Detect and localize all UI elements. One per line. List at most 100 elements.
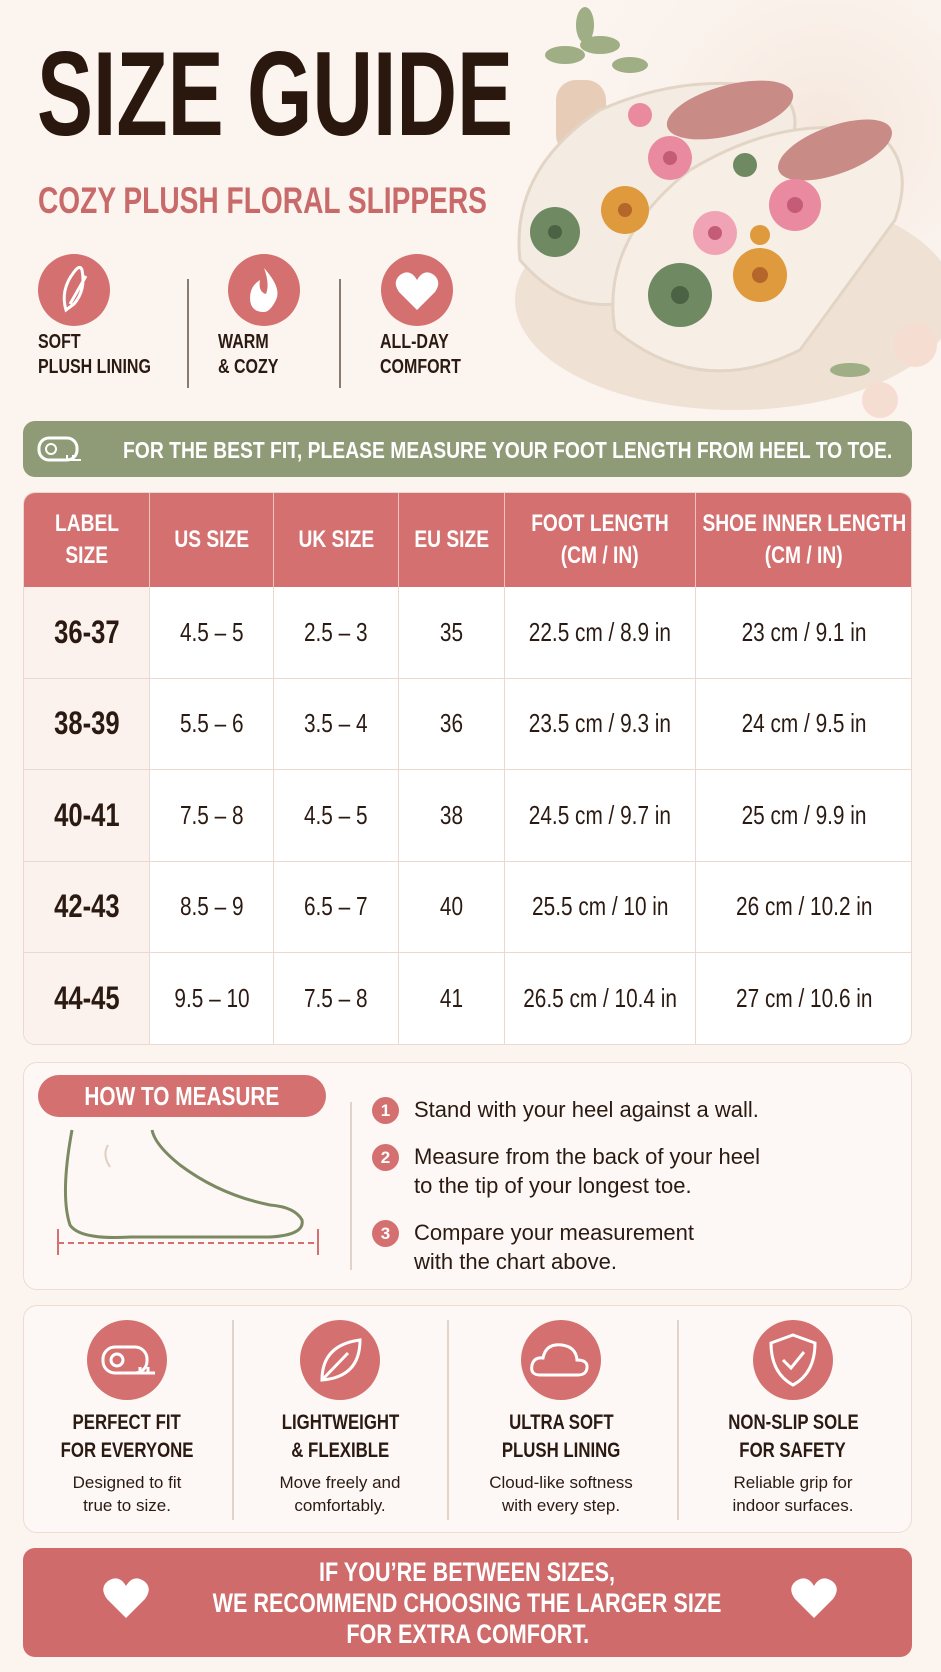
feature-title-line: ULTRA SOFT bbox=[451, 1409, 671, 1437]
highlight-text: COMFORT bbox=[380, 356, 461, 378]
feature-title: PERFECT FIT FOR EVERYONE bbox=[17, 1409, 237, 1465]
feature-text-line: Reliable grip for bbox=[733, 1473, 853, 1492]
table-cell: 7.5 – 8 bbox=[274, 953, 399, 1044]
roses bbox=[830, 323, 937, 418]
table-cell: 8.5 – 9 bbox=[150, 861, 274, 953]
feature-title-line: & FLEXIBLE bbox=[230, 1437, 450, 1465]
feature-title-line: PLUSH LINING bbox=[451, 1437, 671, 1465]
header-cell: UK SIZE bbox=[274, 493, 399, 587]
header-text: EU SIZE bbox=[414, 526, 489, 553]
cell-text: 25 cm / 9.9 in bbox=[741, 799, 867, 830]
feature-text: Move freely and comfortably. bbox=[230, 1471, 450, 1517]
header-cell: SHOE INNER LENGTH (CM / IN) bbox=[696, 493, 911, 587]
highlight-line: & COZY bbox=[218, 355, 294, 380]
highlight-line: ALL-DAY bbox=[380, 330, 481, 355]
table-cell: 41 bbox=[399, 953, 505, 1044]
banner-text: WE RECOMMEND CHOOSING THE LARGER SIZE bbox=[213, 1588, 722, 1618]
table-cell: 27 cm / 10.6 in bbox=[696, 953, 911, 1044]
feature-text-line: comfortably. bbox=[294, 1496, 386, 1515]
feature-text-line: true to size. bbox=[83, 1496, 171, 1515]
feature-title-line: PERFECT FIT bbox=[17, 1409, 237, 1437]
header-text: US SIZE bbox=[174, 526, 249, 553]
cell-text: 44-45 bbox=[53, 979, 120, 1016]
cell-text: 40 bbox=[439, 891, 464, 922]
feature-title-line: FOR SAFETY bbox=[683, 1437, 903, 1465]
cell-text: 26.5 cm / 10.4 in bbox=[523, 982, 677, 1013]
feature-title: ULTRA SOFT PLUSH LINING bbox=[451, 1409, 671, 1465]
table-cell: 4.5 – 5 bbox=[150, 587, 274, 679]
feature-title-text: PLUSH LINING bbox=[501, 1439, 621, 1462]
step-line: Measure from the back of your heel bbox=[414, 1144, 761, 1169]
step-line: with the chart above. bbox=[414, 1249, 618, 1274]
banner-line: FOR EXTRA COMFORT. bbox=[23, 1619, 912, 1650]
cell-text: 4.5 – 5 bbox=[304, 799, 368, 830]
feature-icons bbox=[87, 1320, 833, 1520]
size-label-cell: 42-43 bbox=[24, 861, 150, 953]
cell-text: 26 cm / 10.2 in bbox=[735, 891, 873, 922]
feature-title-line: NON-SLIP SOLE bbox=[683, 1409, 903, 1437]
step-line: Stand with your heel against a wall. bbox=[414, 1097, 759, 1122]
cell-text: 35 bbox=[439, 616, 464, 647]
cell-text: 38 bbox=[439, 799, 464, 830]
header-cell: FOOT LENGTH (CM / IN) bbox=[505, 493, 696, 587]
slipper-back bbox=[517, 80, 797, 306]
table-cell: 36 bbox=[399, 678, 505, 770]
table-cell: 9.5 – 10 bbox=[150, 953, 274, 1044]
size-label-cell: 40-41 bbox=[24, 770, 150, 862]
title: SIZE GUIDE bbox=[37, 27, 514, 161]
how-to-measure-title: HOW TO MEASURE bbox=[38, 1075, 326, 1117]
highlight-line: SOFT bbox=[38, 330, 179, 355]
step-text: Compare your measurement with the chart a… bbox=[414, 1218, 694, 1276]
table-cell: 7.5 – 8 bbox=[150, 770, 274, 862]
cell-text: 24 cm / 9.5 in bbox=[741, 708, 867, 739]
size-label-cell: 44-45 bbox=[24, 953, 150, 1044]
table-cell: 23 cm / 9.1 in bbox=[696, 587, 911, 679]
feature-title-text: PERFECT FIT bbox=[72, 1411, 182, 1434]
feature-text: Designed to fit true to size. bbox=[17, 1471, 237, 1517]
table-cell: 40 bbox=[399, 861, 505, 953]
cell-text: 9.5 – 10 bbox=[173, 982, 250, 1013]
highlight-text: SOFT bbox=[38, 331, 81, 353]
feature-title-text: FOR EVERYONE bbox=[60, 1439, 194, 1462]
header-text: (CM / IN) bbox=[561, 542, 639, 569]
cell-text: 7.5 – 8 bbox=[179, 799, 244, 830]
highlight: ALL-DAY COMFORT bbox=[380, 330, 481, 380]
feature-text-line: with every step. bbox=[501, 1496, 621, 1515]
table-cell: 26.5 cm / 10.4 in bbox=[505, 953, 696, 1044]
cell-text: 7.5 – 8 bbox=[304, 982, 368, 1013]
cell-text: 3.5 – 4 bbox=[304, 708, 368, 739]
table-cell: 6.5 – 7 bbox=[274, 861, 399, 953]
highlight-line: COMFORT bbox=[380, 355, 481, 380]
step-number: 3 bbox=[372, 1220, 399, 1247]
cell-text: 27 cm / 10.6 in bbox=[735, 982, 873, 1013]
cell-text: 25.5 cm / 10 in bbox=[531, 891, 669, 922]
step-text: Measure from the back of your heel to the… bbox=[414, 1142, 760, 1200]
header-cell: US SIZE bbox=[150, 493, 274, 587]
feature-title-text: LIGHTWEIGHT bbox=[281, 1411, 399, 1434]
size-label-cell: 38-39 bbox=[24, 678, 150, 770]
highlight: SOFT PLUSH LINING bbox=[38, 330, 179, 380]
step-text: Stand with your heel against a wall. bbox=[414, 1095, 759, 1124]
table-cell: 38 bbox=[399, 770, 505, 862]
cell-text: 23.5 cm / 9.3 in bbox=[528, 708, 672, 739]
highlight-line: WARM bbox=[218, 330, 294, 355]
size-label-cell: 36-37 bbox=[24, 587, 150, 679]
highlight-text: & COZY bbox=[218, 356, 279, 378]
feature-title-text: NON-SLIP SOLE bbox=[727, 1411, 859, 1434]
cell-text: 41 bbox=[439, 982, 464, 1013]
feature-title-line: LIGHTWEIGHT bbox=[230, 1409, 450, 1437]
step-number: 2 bbox=[372, 1144, 399, 1171]
cell-text: 4.5 – 5 bbox=[179, 616, 244, 647]
step-line: to the tip of your longest toe. bbox=[414, 1173, 692, 1198]
cell-text: 42-43 bbox=[53, 888, 120, 925]
highlight-text: WARM bbox=[218, 331, 269, 353]
header-text: UK SIZE bbox=[298, 526, 374, 553]
table-cell: 3.5 – 4 bbox=[274, 678, 399, 770]
table-cell: 24 cm / 9.5 in bbox=[696, 679, 911, 770]
feature-text-line: Move freely and bbox=[279, 1473, 401, 1492]
tape-icon bbox=[37, 436, 81, 462]
header-cell: LABEL SIZE bbox=[24, 493, 150, 587]
feature-text: Reliable grip for indoor surfaces. bbox=[683, 1471, 903, 1517]
